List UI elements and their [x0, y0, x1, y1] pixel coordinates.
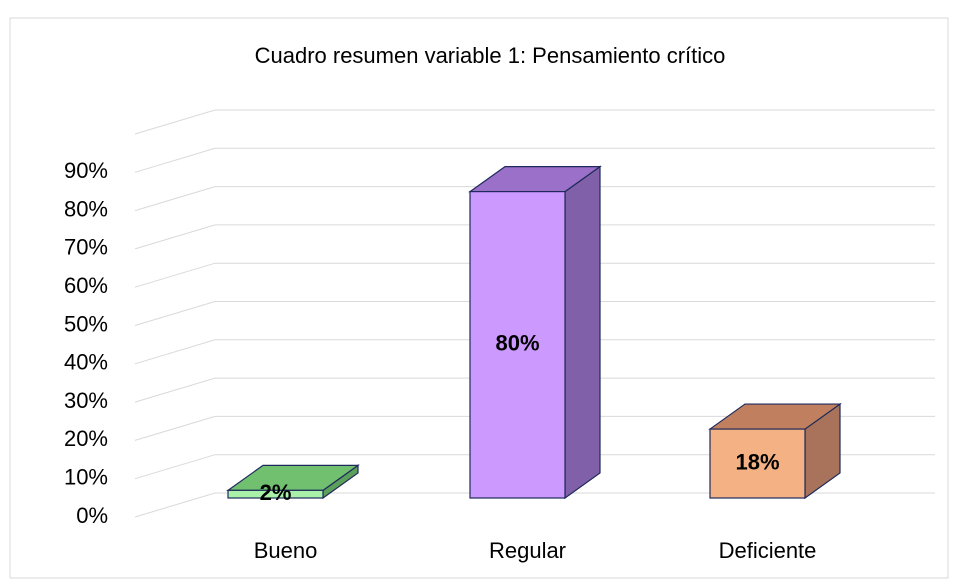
y-tick-label: 50%	[64, 311, 108, 336]
grid-line	[134, 186, 935, 212]
y-tick-label: 80%	[64, 196, 108, 221]
y-tick-label: 40%	[64, 350, 108, 375]
grid-line	[134, 454, 935, 480]
grid-line	[134, 339, 935, 365]
data-label: 18%	[735, 449, 779, 474]
y-tick-label: 60%	[64, 273, 108, 298]
y-tick-label: 20%	[64, 426, 108, 451]
y-tick-label: 30%	[64, 388, 108, 413]
grid-line	[134, 109, 935, 135]
y-tick-label: 90%	[64, 158, 108, 183]
bar	[227, 489, 324, 499]
grid-line	[134, 377, 935, 403]
grid-line	[134, 415, 935, 441]
grid-line	[134, 224, 935, 250]
bar-side	[564, 165, 601, 500]
data-label: 2%	[260, 480, 292, 505]
y-tick-label: 0%	[76, 503, 108, 528]
bar	[469, 191, 566, 499]
y-tick-label: 70%	[64, 235, 108, 260]
data-label: 80%	[495, 331, 539, 356]
grid-line	[134, 262, 935, 288]
grid-line	[134, 147, 935, 173]
chart-title: Cuadro resumen variable 1: Pensamiento c…	[255, 43, 726, 68]
bar	[709, 428, 806, 499]
y-tick-label: 10%	[64, 465, 108, 490]
x-tick-label: Bueno	[254, 538, 318, 563]
grid-line	[134, 301, 935, 326]
x-tick-label: Deficiente	[719, 538, 817, 563]
x-tick-label: Regular	[489, 538, 566, 563]
grid-line	[134, 492, 935, 518]
